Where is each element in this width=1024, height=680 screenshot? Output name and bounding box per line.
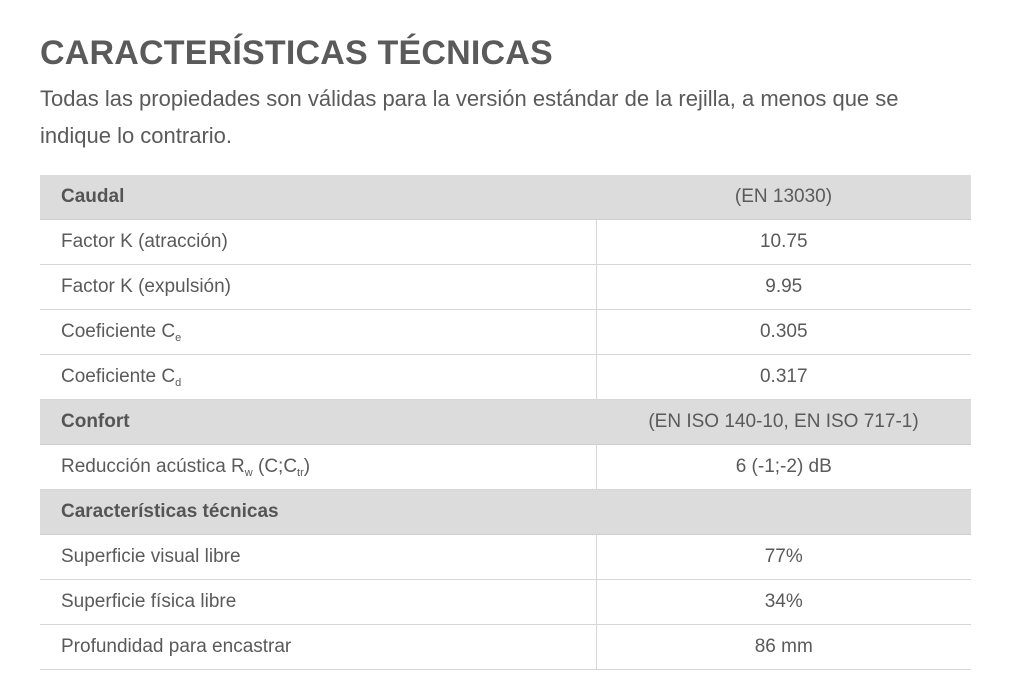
row-label: Superficie visual libre	[40, 534, 597, 580]
row-value: 0.305	[596, 309, 971, 355]
section-standard	[596, 489, 971, 535]
table-row: Superficie visual libre 77%	[40, 534, 971, 580]
section-title: Caudal	[40, 175, 596, 220]
page-title: CARACTERÍSTICAS TÉCNICAS	[40, 34, 553, 72]
row-label: Coeficiente Cd	[40, 354, 597, 400]
row-value: 10.75	[596, 219, 971, 265]
row-label: Coeficiente Ce	[40, 309, 597, 355]
row-label: Superficie física libre	[40, 579, 597, 625]
label-text: Coeficiente C	[61, 366, 176, 387]
table-row: Factor K (expulsión) 9.95	[40, 264, 971, 310]
table-row: Coeficiente Cd 0.317	[40, 354, 971, 400]
row-value: 86 mm	[596, 624, 971, 670]
section-header-confort: Confort (EN ISO 140-10, EN ISO 717-1)	[40, 399, 971, 445]
label-text: )	[303, 456, 311, 477]
section-title: Características técnicas	[40, 489, 596, 535]
label-subscript: e	[175, 332, 182, 344]
section-title: Confort	[40, 399, 596, 445]
section-header-caracteristicas: Características técnicas	[40, 489, 971, 535]
row-label: Reducción acústica Rw (C;Ctr)	[40, 444, 597, 490]
label-subscript: d	[175, 377, 182, 389]
intro-text: Todas las propiedades son válidas para l…	[40, 86, 899, 148]
row-value: 9.95	[596, 264, 971, 310]
label-text: Coeficiente C	[61, 321, 176, 342]
table-row: Superficie física libre 34%	[40, 579, 971, 625]
label-text: (C;C	[252, 456, 298, 477]
label-subscript: w	[244, 467, 253, 479]
table-row: Factor K (atracción) 10.75	[40, 219, 971, 265]
row-label: Factor K (expulsión)	[40, 264, 597, 310]
section-standard: (EN ISO 140-10, EN ISO 717-1)	[596, 399, 971, 445]
row-value: 0.317	[596, 354, 971, 400]
row-value: 77%	[596, 534, 971, 580]
row-label: Profundidad para encastrar	[40, 624, 597, 670]
section-standard: (EN 13030)	[596, 175, 971, 220]
section-header-caudal: Caudal (EN 13030)	[40, 175, 971, 220]
row-value: 6 (-1;-2) dB	[596, 444, 971, 490]
spec-table: Caudal (EN 13030) Factor K (atracción) 1…	[40, 175, 971, 670]
label-subscript: tr	[297, 467, 304, 479]
row-label: Factor K (atracción)	[40, 219, 597, 265]
table-row: Profundidad para encastrar 86 mm	[40, 624, 971, 670]
table-row: Coeficiente Ce 0.305	[40, 309, 971, 355]
label-text: Reducción acústica R	[61, 456, 245, 477]
row-value: 34%	[596, 579, 971, 625]
table-row: Reducción acústica Rw (C;Ctr) 6 (-1;-2) …	[40, 444, 971, 490]
